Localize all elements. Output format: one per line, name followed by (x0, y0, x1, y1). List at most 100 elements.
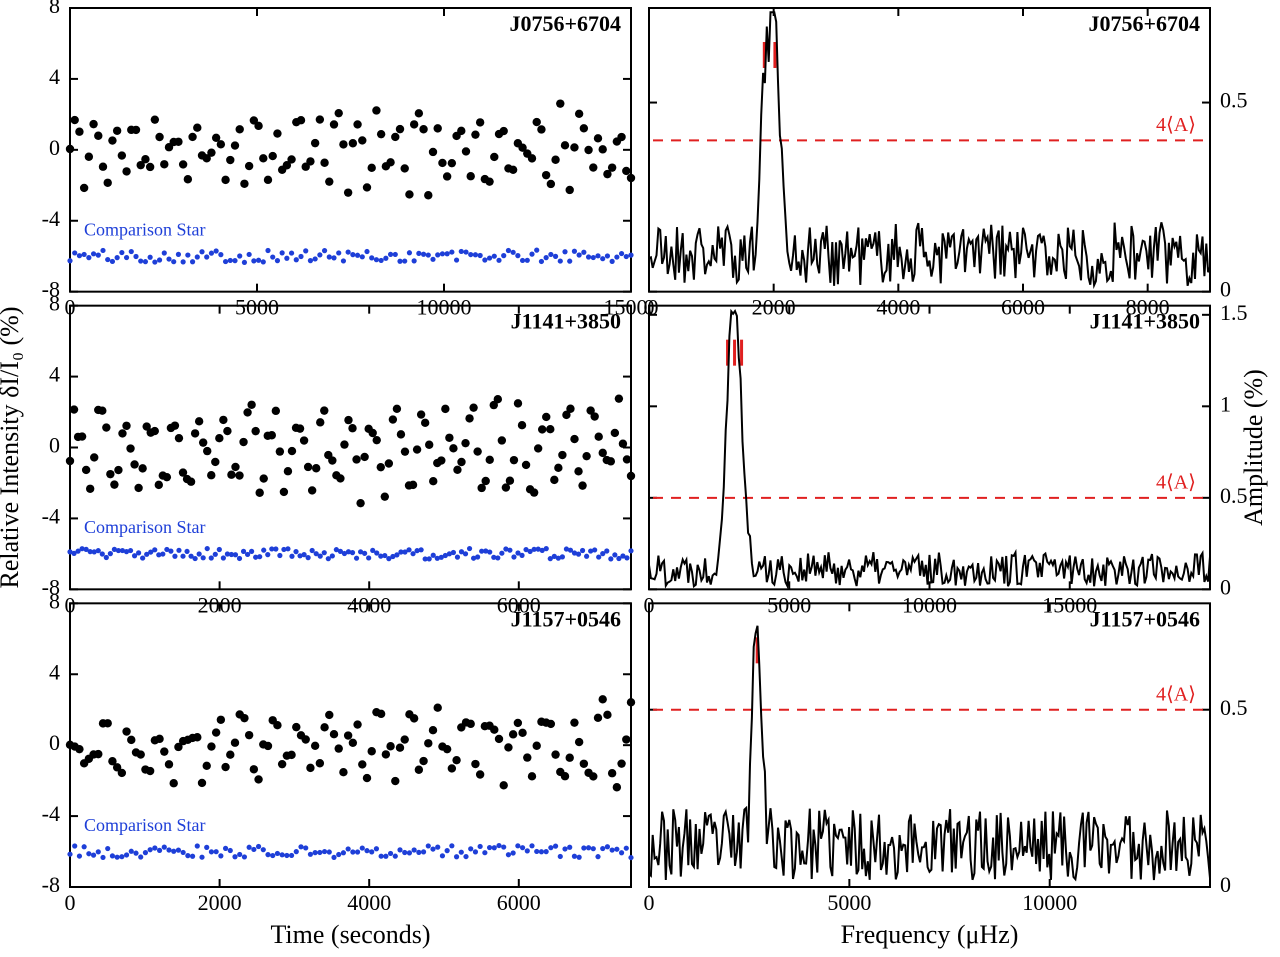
comparison-point (176, 252, 181, 257)
data-point (401, 164, 409, 172)
comparison-point (171, 259, 176, 264)
data-point (495, 735, 503, 743)
comparison-point (562, 249, 567, 254)
comparison-point (525, 848, 530, 853)
comparison-point (529, 252, 534, 257)
data-point (391, 777, 399, 785)
data-point (500, 127, 508, 135)
comparison-point (233, 552, 238, 557)
data-point (187, 478, 195, 486)
comparison-point (157, 257, 162, 262)
comparison-point (104, 555, 109, 560)
data-point (348, 424, 356, 432)
data-point (538, 425, 546, 433)
comparison-point (138, 854, 143, 859)
comparison-point (506, 248, 511, 253)
comparison-point (435, 252, 440, 257)
data-point (251, 427, 259, 435)
comparison-point (511, 250, 516, 255)
data-point (385, 459, 393, 467)
data-point (339, 768, 347, 776)
data-point (452, 756, 460, 764)
comparison-point (110, 853, 115, 858)
data-point (558, 451, 566, 459)
data-point (110, 480, 118, 488)
data-point (561, 772, 569, 780)
comparison-point (475, 554, 480, 559)
threshold-label: 4⟨A⟩ (1156, 114, 1196, 136)
comparison-point (487, 845, 492, 850)
data-point (335, 109, 343, 117)
data-point (471, 130, 479, 138)
comparison-point (119, 854, 124, 859)
comparison-point (515, 253, 520, 258)
data-point (288, 447, 296, 455)
data-point (344, 188, 352, 196)
data-point (393, 405, 401, 413)
data-point (287, 155, 295, 163)
svg-text:0: 0 (1220, 872, 1231, 897)
comparison-point (572, 249, 577, 254)
data-point (184, 175, 192, 183)
comparison-point (421, 252, 426, 257)
comparison-point (330, 553, 335, 558)
data-point (448, 764, 456, 772)
comparison-point (298, 844, 303, 849)
data-point (221, 763, 229, 771)
data-point (320, 723, 328, 731)
comparison-point (591, 846, 596, 851)
svg-text:4: 4 (49, 362, 60, 387)
comparison-point (558, 258, 563, 263)
comparison-point (567, 259, 572, 264)
data-point (391, 133, 399, 141)
comparison-point (346, 249, 351, 254)
data-point (297, 116, 305, 124)
data-point (623, 455, 631, 463)
data-point (522, 461, 530, 469)
comparison-point (214, 849, 219, 854)
data-point (203, 762, 211, 770)
data-point (570, 143, 578, 151)
comparison-point (341, 258, 346, 263)
comparison-point (495, 555, 500, 560)
comparison-point (257, 554, 262, 559)
comparison-point (91, 251, 96, 256)
svg-text:0.5: 0.5 (1220, 695, 1248, 720)
data-point (417, 410, 425, 418)
comparison-point (492, 254, 497, 259)
comparison-point (610, 847, 615, 852)
data-point (534, 444, 542, 452)
comparison-point (529, 843, 534, 848)
comparison-point (426, 843, 431, 848)
comparison-point (501, 253, 506, 258)
comparison-point (218, 252, 223, 257)
comparison-point (430, 846, 435, 851)
comparison-point (190, 259, 195, 264)
data-point (260, 474, 268, 482)
comparison-point (397, 259, 402, 264)
comparison-point (591, 255, 596, 260)
data-point (490, 726, 498, 734)
comparison-point (129, 249, 134, 254)
data-point (449, 444, 457, 452)
comparison-point (228, 258, 233, 263)
data-point (312, 464, 320, 472)
comparison-point (605, 253, 610, 258)
data-point (273, 721, 281, 729)
comparison-point (261, 259, 266, 264)
data-point (500, 781, 508, 789)
comparison-point (558, 854, 563, 859)
comparison-point (280, 852, 285, 857)
comparison-point (519, 553, 524, 558)
data-point (353, 120, 361, 128)
data-point (409, 481, 417, 489)
svg-text:1.5: 1.5 (1220, 300, 1248, 325)
data-point (462, 147, 470, 155)
data-point (114, 466, 122, 474)
data-point (191, 429, 199, 437)
comparison-point (608, 556, 613, 561)
data-point (566, 754, 574, 762)
bottom-left-axis-title: Time (seconds) (270, 920, 430, 949)
data-point (203, 447, 211, 455)
comparison-point (364, 848, 369, 853)
